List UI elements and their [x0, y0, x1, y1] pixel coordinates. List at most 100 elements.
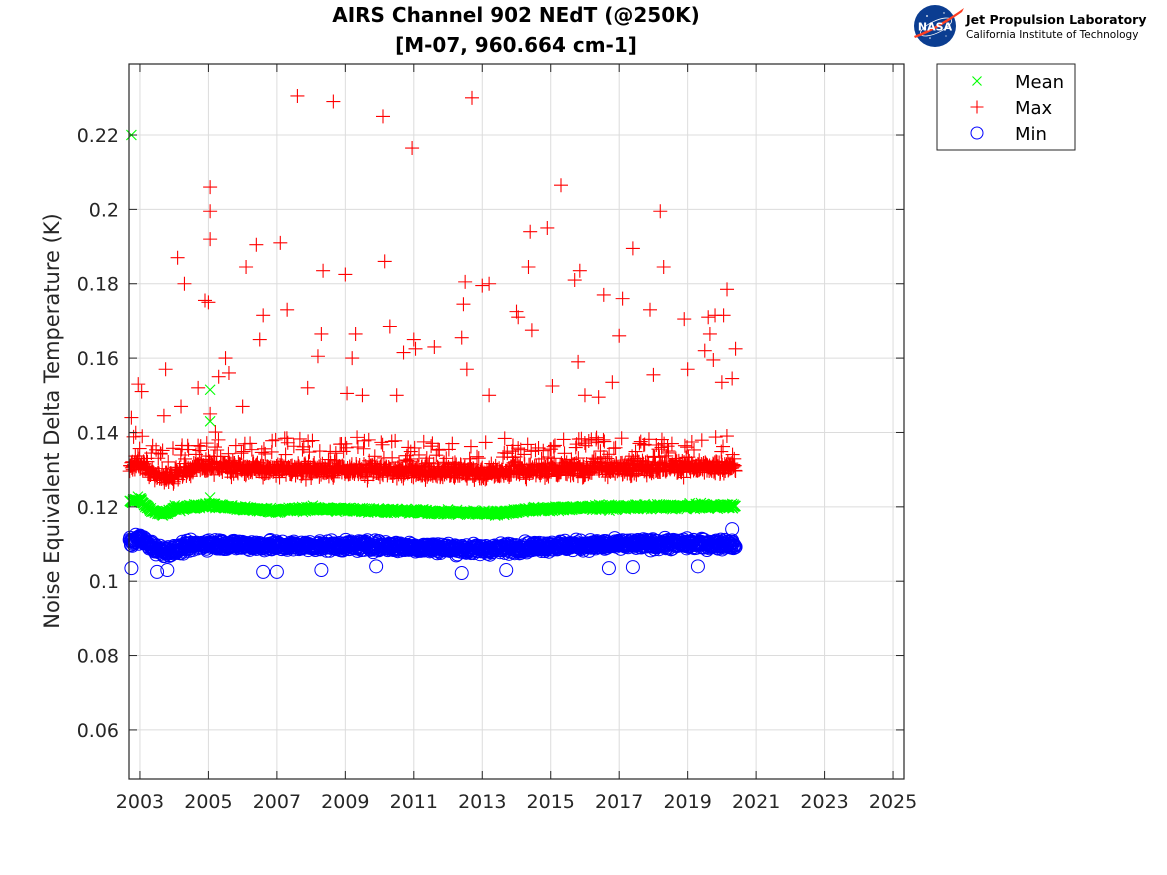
max-point: [268, 432, 283, 447]
max-point: [411, 447, 426, 462]
x-tick-label: 2007: [253, 791, 301, 813]
max-point: [432, 443, 447, 458]
max-point: [614, 431, 629, 446]
max-point: [424, 439, 439, 454]
max-point: [556, 432, 571, 447]
max-point: [375, 437, 390, 452]
max-point: [228, 438, 243, 453]
max-point: [547, 438, 562, 453]
max-point: [441, 442, 456, 457]
max-point: [350, 440, 365, 455]
jpl-subtitle: California Institute of Technology: [966, 29, 1138, 41]
max-point: [350, 430, 365, 445]
x-tick-label: 2013: [458, 791, 506, 813]
max-point: [445, 436, 460, 451]
max-point: [272, 470, 287, 485]
max-point: [210, 443, 225, 458]
max-point: [292, 431, 307, 446]
max-point: [181, 442, 196, 457]
y-axis-label: Noise Equivalent Delta Temperature (K): [40, 213, 64, 629]
x-tick-label: 2025: [869, 791, 917, 813]
max-point: [178, 451, 193, 466]
max-point: [641, 432, 656, 447]
max-point: [193, 439, 208, 454]
max-point: [244, 442, 259, 457]
max-point: [557, 446, 572, 461]
y-tick-label: 0.06: [77, 720, 119, 742]
max-point: [568, 440, 583, 455]
max-point: [581, 433, 596, 448]
max-point: [336, 444, 351, 459]
chart-title-line-2: [M-07, 960.664 cm-1]: [395, 33, 637, 57]
max-point: [416, 434, 431, 449]
max-point: [265, 433, 280, 448]
max-point: [577, 436, 592, 451]
x-tick-label: 2005: [184, 791, 232, 813]
y-tick-label: 0.2: [89, 199, 119, 221]
y-tick-label: 0.16: [77, 348, 119, 370]
max-point: [367, 449, 382, 464]
legend-label-min: Min: [1015, 124, 1047, 145]
max-point: [520, 437, 535, 452]
y-tick-label: 0.1: [89, 571, 119, 593]
max-point: [361, 432, 376, 447]
max-point: [633, 434, 648, 449]
max-point: [199, 436, 214, 451]
max-point: [211, 432, 226, 447]
max-point: [338, 436, 353, 451]
max-point: [280, 435, 295, 450]
y-tick-label: 0.18: [77, 274, 119, 296]
max-point: [546, 439, 561, 454]
max-point: [356, 441, 371, 456]
max-series: [122, 88, 743, 491]
y-tick-label: 0.22: [77, 125, 119, 147]
max-point: [388, 433, 403, 448]
y-tick-label: 0.08: [77, 646, 119, 668]
max-point: [278, 447, 293, 462]
max-point: [628, 444, 643, 459]
max-point: [544, 442, 559, 457]
max-point: [571, 451, 586, 466]
x-tick-label: 2019: [663, 791, 711, 813]
max-point: [541, 450, 556, 465]
max-point: [646, 449, 661, 464]
max-point: [470, 449, 485, 464]
legend-label-max: Max: [1015, 98, 1053, 119]
nasa-meatball-icon: NASA: [914, 5, 964, 47]
max-point: [328, 446, 343, 461]
max-point: [165, 441, 180, 456]
y-tick-labels: 0.06 0.08 0.1 0.12 0.14 0.16 0.18 0.2 0.22: [77, 125, 119, 742]
max-point: [471, 451, 486, 466]
max-point: [234, 446, 249, 461]
x-tick-labels: 2003 2005 2007 2009 2011 2013 2015 2017 2019 2021…: [116, 791, 917, 813]
max-point: [606, 441, 621, 456]
plot-area: [129, 64, 904, 779]
max-point: [425, 436, 440, 451]
max-point: [236, 444, 251, 459]
max-point: [258, 446, 273, 461]
max-point: [374, 435, 389, 450]
max-point: [145, 438, 160, 453]
max-point: [132, 441, 147, 456]
legend: Mean Max Min: [936, 63, 1076, 151]
max-point: [403, 444, 418, 459]
max-point: [596, 432, 611, 447]
max-point: [478, 435, 493, 450]
x-tick-label: 2003: [116, 791, 164, 813]
max-point: [463, 439, 478, 454]
max-point: [608, 440, 623, 455]
max-point: [243, 436, 258, 451]
max-point: [511, 441, 526, 456]
legend-label-mean: Mean: [1015, 72, 1064, 93]
max-point: [208, 425, 223, 440]
max-point: [302, 445, 317, 460]
x-tick-label: 2011: [390, 791, 438, 813]
max-point: [339, 440, 354, 455]
jpl-logo: NASA Jet Propulsion Laboratory Californi…: [914, 5, 1146, 47]
chart-title-line-1: AIRS Channel 902 NEdT (@250K): [332, 3, 700, 27]
max-point: [321, 452, 336, 467]
svg-text:NASA: NASA: [918, 21, 953, 34]
max-point: [155, 443, 170, 458]
y-tick-label: 0.12: [77, 497, 119, 519]
